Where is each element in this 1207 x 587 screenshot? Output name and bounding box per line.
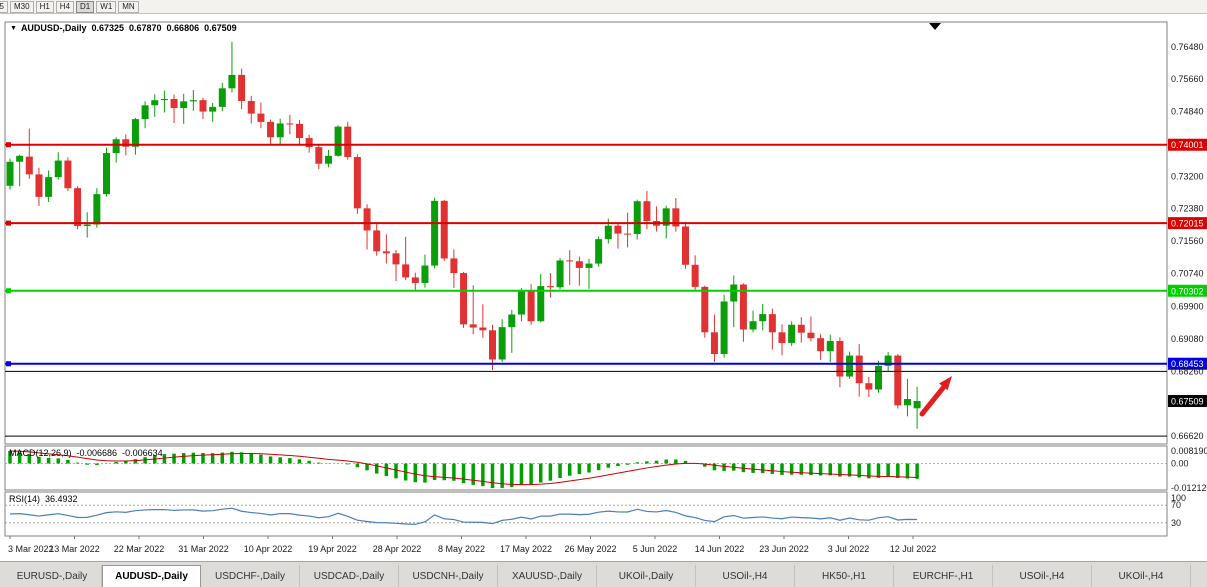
timeframe-toolbar: 5M30H1H4D1W1MN — [0, 0, 1207, 14]
price-label-box — [1168, 357, 1207, 370]
svg-text:3 Mar 2022: 3 Mar 2022 — [8, 544, 54, 554]
macd-indicator — [5, 450, 1167, 489]
svg-text:0.69080: 0.69080 — [1171, 334, 1204, 344]
svg-text:0.74001: 0.74001 — [1171, 140, 1204, 150]
candles-series — [6, 41, 921, 429]
price-label-box — [1168, 217, 1207, 230]
chart-tab-hk50-h1[interactable]: HK50-,H1 — [795, 565, 894, 587]
chart-tab-usoil-h4[interactable]: USOil-,H4 — [696, 565, 795, 587]
chart-tabs: EURUSD-,Daily AUDUSD-,Daily USDCHF-,Daily U… — [0, 561, 1207, 587]
svg-text:31 Mar 2022: 31 Mar 2022 — [178, 544, 229, 554]
timeframe-button-w1[interactable]: W1 — [96, 0, 117, 13]
svg-text:0.71560: 0.71560 — [1171, 236, 1204, 246]
line-handle[interactable] — [6, 142, 11, 148]
svg-text:5 Jun 2022: 5 Jun 2022 — [633, 544, 678, 554]
svg-text:0.67509: 0.67509 — [1171, 397, 1204, 407]
svg-text:0.70740: 0.70740 — [1171, 268, 1204, 278]
chart-tab-xauusd-daily[interactable]: XAUUSD-,Daily — [498, 565, 597, 587]
svg-text:10 Apr 2022: 10 Apr 2022 — [244, 544, 293, 554]
chart-tab-ukoil-daily[interactable]: UKOil-,Daily — [597, 565, 696, 587]
svg-text:0.75660: 0.75660 — [1171, 74, 1204, 84]
svg-text:0.74840: 0.74840 — [1171, 107, 1204, 117]
chart-tab-usdcnh-daily[interactable]: USDCNH-,Daily — [399, 565, 498, 587]
chart-tab-eurusd-daily[interactable]: EURUSD-,Daily — [3, 565, 102, 587]
timeframe-button-mn[interactable]: MN — [118, 0, 139, 13]
current-price-box — [1168, 395, 1207, 408]
svg-text:19 Apr 2022: 19 Apr 2022 — [308, 544, 357, 554]
svg-text:0.68453: 0.68453 — [1171, 359, 1204, 369]
timeframe-button-h4[interactable]: H4 — [55, 0, 75, 13]
chart-tab-audusd-daily[interactable]: AUDUSD-,Daily — [102, 565, 201, 587]
svg-text:0.72015: 0.72015 — [1171, 219, 1204, 229]
candlestick-chart[interactable]: 0.740010.720150.703020.684530.675090.764… — [0, 14, 1207, 561]
line-handle[interactable] — [6, 220, 11, 226]
svg-text:26 May 2022: 26 May 2022 — [564, 544, 616, 554]
svg-text:0.69900: 0.69900 — [1171, 302, 1204, 312]
timeframe-button-d1[interactable]: D1 — [76, 0, 95, 13]
svg-text:17 May 2022: 17 May 2022 — [500, 544, 552, 554]
line-handle[interactable] — [6, 361, 11, 367]
chart-shift-marker[interactable] — [929, 23, 941, 30]
svg-text:0.66620: 0.66620 — [1171, 431, 1204, 441]
price-label-box — [1168, 138, 1207, 151]
symbol-dropdown-icon[interactable]: ▼ — [10, 25, 17, 32]
svg-text:0.68260: 0.68260 — [1171, 366, 1204, 376]
svg-text:0.73200: 0.73200 — [1171, 171, 1204, 181]
chart-tab-ukoil-h4[interactable]: UKOil-,H4 — [1092, 565, 1191, 587]
timeframe-button-h1[interactable]: H1 — [35, 0, 54, 13]
svg-text:13 Mar 2022: 13 Mar 2022 — [49, 544, 100, 554]
svg-text:12 Jul 2022: 12 Jul 2022 — [890, 544, 937, 554]
chart-tab-usdchf-daily[interactable]: USDCHF-,Daily — [201, 565, 300, 587]
timeframe-button-5[interactable]: 5 — [0, 0, 8, 13]
trend-arrow[interactable] — [919, 376, 952, 417]
chart-tab-usdcad-daily[interactable]: USDCAD-,Daily — [300, 565, 399, 587]
svg-text:70: 70 — [1171, 500, 1181, 510]
svg-text:0.00: 0.00 — [1171, 459, 1189, 469]
chart-tab-eurchf-h1[interactable]: EURCHF-,H1 — [894, 565, 993, 587]
price-axis: 0.76480 0.75660 0.74840 0.73200 0.72380 0.715… — [1171, 42, 1204, 441]
svg-text:30: 30 — [1171, 518, 1181, 528]
svg-text:14 Jun 2022: 14 Jun 2022 — [695, 544, 745, 554]
chart-tab-usoil-h4[interactable]: USOil-,H4 — [993, 565, 1092, 587]
svg-text:23 Jun 2022: 23 Jun 2022 — [759, 544, 809, 554]
svg-text:100: 100 — [1171, 493, 1186, 503]
line-handle[interactable] — [6, 288, 11, 294]
rsi-indicator — [5, 504, 1167, 525]
svg-text:0.76480: 0.76480 — [1171, 42, 1204, 52]
svg-text:22 Mar 2022: 22 Mar 2022 — [114, 544, 165, 554]
timeframe-button-m30[interactable]: M30 — [10, 0, 34, 13]
svg-text:3 Jul 2022: 3 Jul 2022 — [828, 544, 870, 554]
price-label-box — [1168, 284, 1207, 297]
chart-window: 0.74001 0.72015 0.70302 0.68453 0.67509 0.764… — [0, 14, 1207, 561]
svg-text:8 May 2022: 8 May 2022 — [438, 544, 485, 554]
svg-text:0.72380: 0.72380 — [1171, 204, 1204, 214]
svg-text:0.008190: 0.008190 — [1171, 446, 1207, 456]
svg-text:-0.01212: -0.01212 — [1171, 483, 1207, 493]
svg-text:0.70302: 0.70302 — [1171, 286, 1204, 296]
svg-text:28 Apr 2022: 28 Apr 2022 — [373, 544, 422, 554]
